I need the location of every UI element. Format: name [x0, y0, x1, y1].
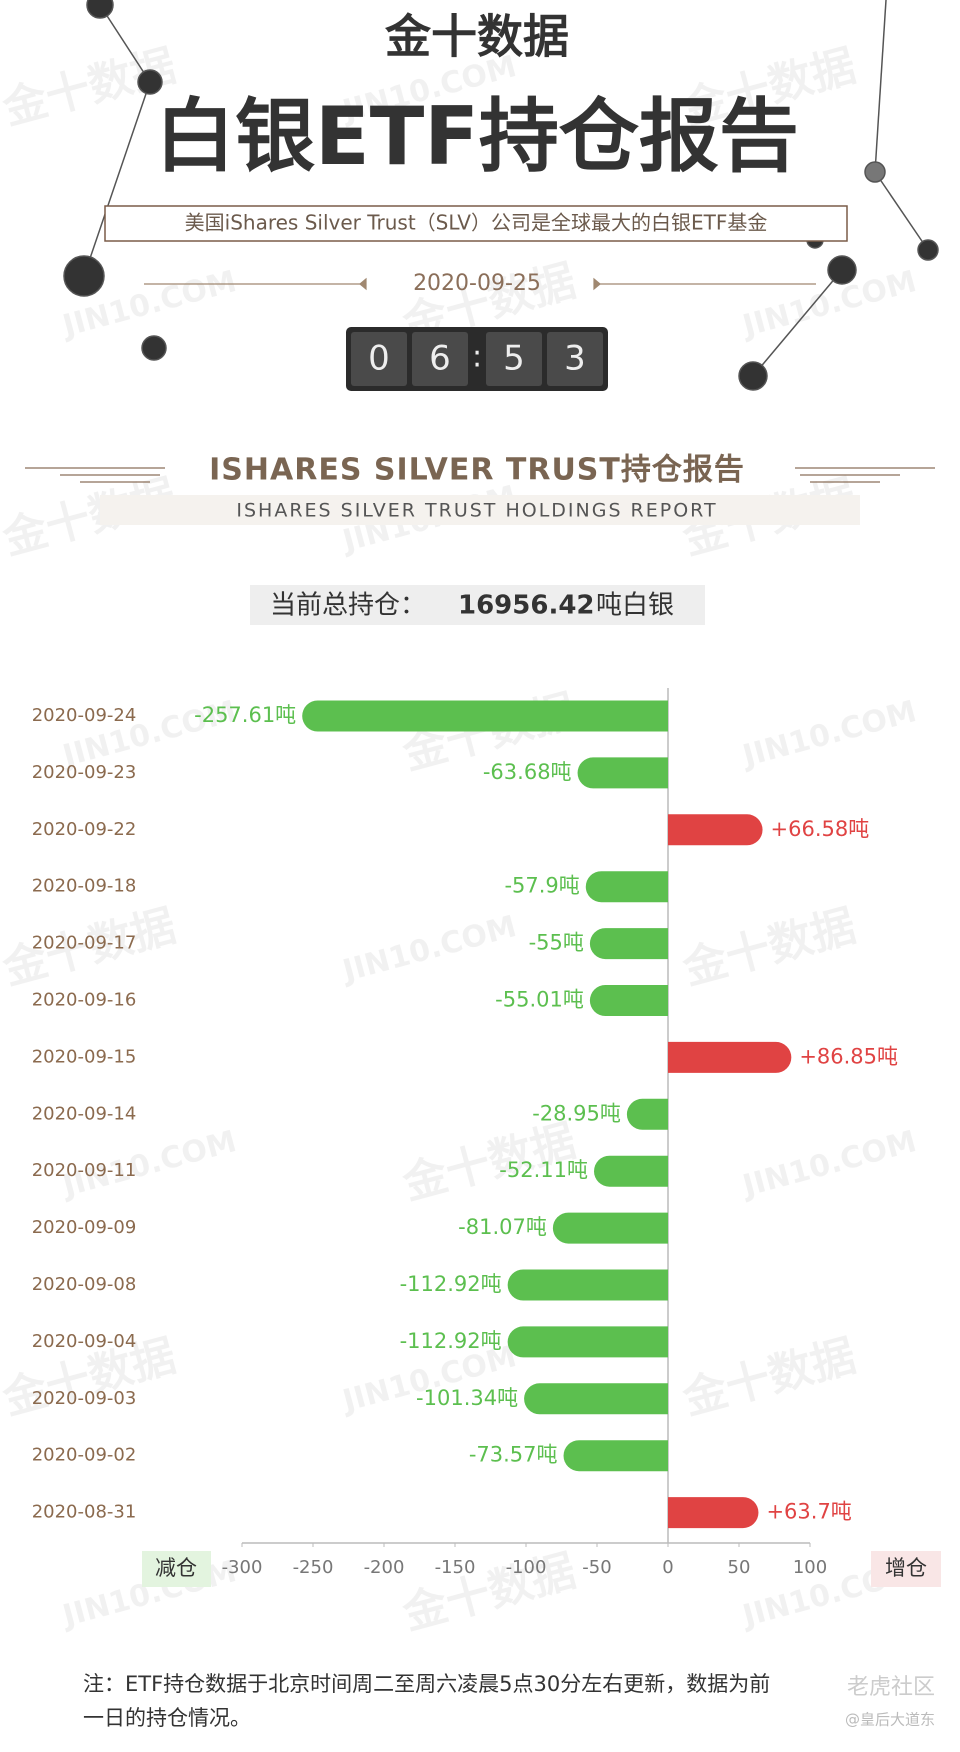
watermark: 金十数据	[677, 900, 861, 995]
bar	[626, 1098, 668, 1130]
bar	[589, 928, 668, 960]
clock-colon: :	[472, 340, 482, 375]
increase-badge	[871, 1551, 941, 1587]
bar	[302, 700, 668, 732]
decrease-badge	[142, 1551, 211, 1587]
y-tick-label: 2020-09-15	[32, 1046, 137, 1067]
decoration	[63, 0, 939, 391]
date-lines	[144, 277, 816, 291]
y-tick-label: 2020-09-09	[32, 1217, 137, 1238]
footer-site: 老虎社区	[847, 1675, 935, 1700]
bar	[507, 1269, 668, 1301]
value-label: +86.85吨	[799, 1044, 898, 1068]
section-ornament	[25, 467, 935, 483]
bar	[577, 757, 668, 789]
bar	[507, 1326, 668, 1358]
clock-digit: 5	[503, 339, 525, 379]
total-label: 当前总持仓：	[270, 591, 426, 621]
bar	[668, 1041, 792, 1073]
subtitle: 美国iShares Silver Trust（SLV）公司是全球最大的白银ETF…	[185, 211, 768, 235]
x-tick-label: -150	[435, 1557, 476, 1578]
watermark: 金十数据	[677, 1330, 861, 1425]
x-tick-label: -300	[222, 1557, 263, 1578]
decrease-label: 减仓	[155, 1556, 197, 1580]
value-label: -81.07吨	[458, 1215, 547, 1239]
value-label: +63.7吨	[766, 1500, 851, 1524]
bar	[563, 1440, 668, 1472]
y-tick-label: 2020-09-03	[32, 1388, 137, 1409]
y-tick-label: 2020-09-22	[32, 819, 137, 840]
watermark: JIN10.COM	[337, 909, 520, 989]
clock-tiles	[351, 332, 603, 386]
section-subtitle: ISHARES SILVER TRUST HOLDINGS REPORT	[236, 500, 717, 522]
value-label: -52.11吨	[499, 1158, 588, 1182]
section-title: ISHARES SILVER TRUST持仓报告	[209, 453, 745, 488]
value-label: -55.01吨	[495, 988, 584, 1012]
x-tick-label: -200	[364, 1557, 405, 1578]
clock-digit: 3	[564, 339, 586, 379]
value-label: -112.92吨	[400, 1329, 502, 1353]
report-date: 2020-09-25	[413, 271, 541, 296]
increase-label: 增仓	[885, 1556, 927, 1580]
y-tick-label: 2020-09-17	[32, 933, 137, 954]
clock-digit: 0	[368, 339, 390, 379]
watermark: JIN10.COM	[737, 1124, 920, 1204]
y-tick-label: 2020-09-16	[32, 990, 137, 1011]
watermark: JIN10.COM	[737, 694, 920, 774]
clock-digit: 6	[429, 339, 451, 379]
x-tick-label: -100	[506, 1557, 547, 1578]
y-tick-label: 2020-08-31	[32, 1502, 137, 1523]
y-tick-label: 2020-09-04	[32, 1331, 137, 1352]
value-label: -257.61吨	[194, 703, 296, 727]
bar	[594, 1155, 668, 1187]
y-tick-label: 2020-09-08	[32, 1274, 137, 1295]
value-label: -55吨	[529, 931, 584, 955]
total-box	[250, 585, 705, 625]
y-tick-label: 2020-09-24	[32, 705, 137, 726]
value-label: -101.34吨	[416, 1386, 518, 1410]
bar	[552, 1212, 668, 1244]
y-tick-label: 2020-09-18	[32, 876, 137, 897]
value-label: -63.68吨	[483, 760, 572, 784]
value-label: +66.58吨	[771, 817, 870, 841]
main-title: 白银ETF持仓报告	[155, 90, 799, 183]
total-value: 16956.42	[458, 591, 595, 621]
bar	[668, 1497, 759, 1529]
section-band	[100, 495, 860, 525]
x-tick-label: 0	[662, 1557, 673, 1578]
bar	[585, 871, 668, 903]
y-tick-label: 2020-09-23	[32, 762, 137, 783]
bar	[668, 814, 763, 846]
bar	[589, 985, 668, 1016]
x-tick-label: 50	[728, 1557, 751, 1578]
bar	[524, 1383, 668, 1415]
brand: 金十数据	[384, 10, 569, 64]
subtitle-box	[104, 205, 848, 242]
x-tick-label: 100	[793, 1557, 827, 1578]
note-line: 一日的持仓情况。	[83, 1706, 251, 1730]
value-label: -28.95吨	[532, 1101, 621, 1125]
x-tick-label: -250	[293, 1557, 334, 1578]
value-label: -57.9吨	[504, 874, 579, 898]
note-line: 注：ETF持仓数据于北京时间周二至周六凌晨5点30分左右更新，数据为前	[83, 1672, 770, 1696]
clock	[346, 327, 608, 391]
watermark: 金十数据	[397, 1545, 581, 1640]
y-tick-label: 2020-09-02	[32, 1445, 137, 1466]
value-label: -73.57吨	[469, 1443, 558, 1467]
y-tick-label: 2020-09-14	[32, 1103, 137, 1124]
total-unit: 吨白银	[596, 591, 674, 621]
bar-chart: -300 -250 -200 -150 -100 -50 0 50 100 减仓 增仓 2020-09…	[32, 688, 941, 1587]
footer-author: @皇后大道东	[845, 1711, 935, 1729]
y-tick-label: 2020-09-11	[32, 1160, 137, 1181]
x-tick-label: -50	[582, 1557, 611, 1578]
value-label: -112.92吨	[400, 1272, 502, 1296]
